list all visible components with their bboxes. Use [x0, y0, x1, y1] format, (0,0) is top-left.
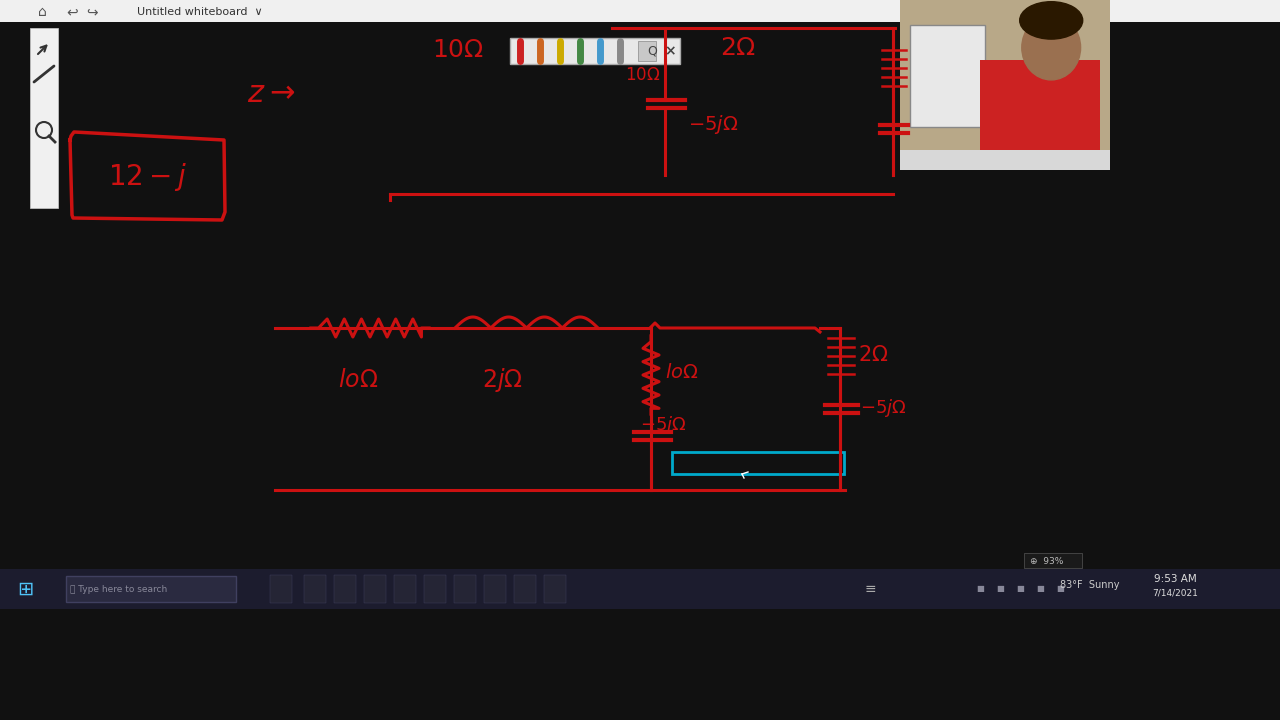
- Text: ↩: ↩: [67, 5, 78, 19]
- Bar: [509, 38, 680, 64]
- Bar: [544, 575, 566, 603]
- Bar: [484, 575, 506, 603]
- Bar: [980, 60, 1100, 170]
- Text: ≡: ≡: [864, 582, 876, 596]
- Bar: [67, 576, 236, 602]
- Bar: [454, 575, 476, 603]
- Bar: [0, 569, 1280, 609]
- Text: 9:53 AM: 9:53 AM: [1153, 574, 1197, 584]
- Bar: [29, 28, 58, 208]
- Text: ×: ×: [664, 44, 676, 58]
- Text: ■: ■: [1036, 585, 1044, 593]
- Bar: [424, 575, 445, 603]
- Text: $z \rightarrow$: $z \rightarrow$: [247, 78, 296, 107]
- Text: ⊞: ⊞: [17, 580, 33, 598]
- Text: ■: ■: [977, 585, 984, 593]
- Text: $2\Omega$: $2\Omega$: [719, 36, 756, 60]
- Bar: [672, 452, 844, 474]
- Text: 83°F  Sunny: 83°F Sunny: [1060, 580, 1120, 590]
- Text: Untitled whiteboard  ∨: Untitled whiteboard ∨: [137, 7, 262, 17]
- Text: $-5j\Omega$: $-5j\Omega$: [860, 397, 906, 419]
- Text: $lo\Omega$: $lo\Omega$: [666, 362, 699, 382]
- Text: 7/14/2021: 7/14/2021: [1152, 588, 1198, 598]
- Text: ⊕  93%: ⊕ 93%: [1030, 557, 1064, 565]
- Bar: [270, 575, 292, 603]
- Text: $-5j\Omega$: $-5j\Omega$: [640, 414, 686, 436]
- Text: $lo\Omega$: $lo\Omega$: [338, 368, 378, 392]
- Text: 🔍 Type here to search: 🔍 Type here to search: [70, 585, 168, 593]
- Bar: [900, 0, 1110, 170]
- Bar: [0, 0, 1280, 22]
- Text: $10\Omega$: $10\Omega$: [625, 66, 660, 84]
- Text: ⌂: ⌂: [37, 5, 46, 19]
- Bar: [334, 575, 356, 603]
- Text: $2j\Omega$: $2j\Omega$: [483, 366, 522, 394]
- Bar: [1024, 553, 1082, 568]
- Bar: [910, 25, 986, 127]
- Text: ↪: ↪: [86, 5, 97, 19]
- Bar: [515, 575, 536, 603]
- Ellipse shape: [1020, 1, 1083, 39]
- Bar: [305, 575, 326, 603]
- Ellipse shape: [1021, 15, 1080, 80]
- Bar: [394, 575, 416, 603]
- Text: $10\Omega$: $10\Omega$: [433, 38, 484, 62]
- Text: $2\Omega$: $2\Omega$: [858, 345, 888, 365]
- Bar: [637, 41, 657, 61]
- Bar: [900, 150, 1110, 170]
- Text: ■: ■: [1056, 585, 1064, 593]
- Text: ■: ■: [996, 585, 1004, 593]
- Text: ■: ■: [1016, 585, 1024, 593]
- Text: $-5j\Omega$: $-5j\Omega$: [689, 114, 739, 137]
- Text: $12-j$: $12-j$: [109, 161, 188, 193]
- Bar: [364, 575, 387, 603]
- Text: Q: Q: [648, 45, 657, 58]
